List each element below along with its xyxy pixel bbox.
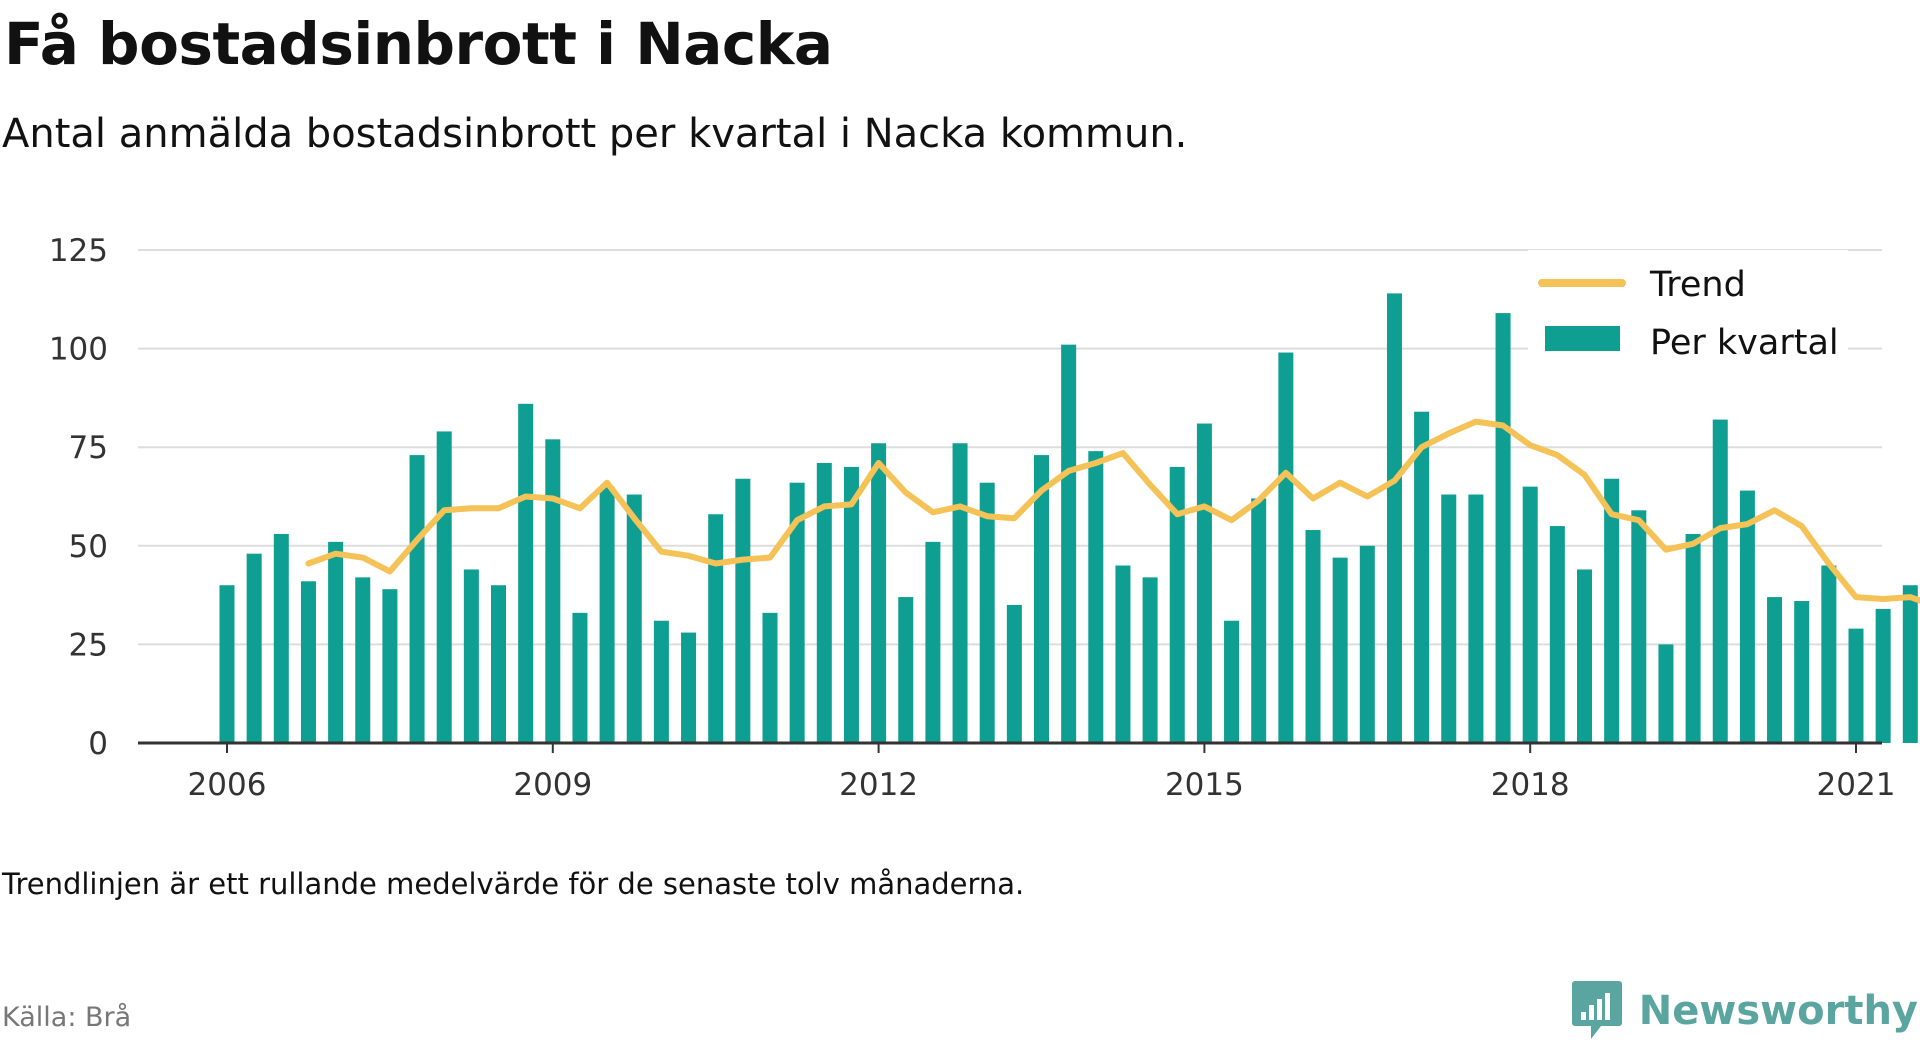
x-tick-label: 2015 bbox=[1165, 767, 1244, 803]
bar bbox=[1143, 577, 1158, 743]
bar bbox=[1794, 601, 1809, 743]
chart-subtitle: Antal anmälda bostadsinbrott per kvartal… bbox=[2, 106, 1187, 162]
bar bbox=[925, 542, 940, 743]
brand-logo: Newsworthy bbox=[1571, 980, 1918, 1042]
bar bbox=[763, 613, 778, 743]
y-tick-label: 125 bbox=[49, 233, 108, 269]
bar bbox=[1468, 495, 1483, 743]
x-tick-label: 2006 bbox=[188, 767, 267, 803]
bar bbox=[301, 581, 316, 743]
x-tick-label: 2009 bbox=[513, 767, 592, 803]
bar bbox=[681, 633, 696, 743]
bar bbox=[1441, 495, 1456, 743]
bar bbox=[437, 431, 452, 743]
chart-title: Få bostadsinbrott i Nacka bbox=[4, 4, 832, 84]
newsworthy-logo-icon bbox=[1571, 979, 1623, 1043]
bar bbox=[1306, 530, 1321, 743]
bar bbox=[1115, 566, 1130, 743]
y-tick-label: 25 bbox=[69, 627, 108, 663]
bar bbox=[1631, 510, 1646, 743]
bar bbox=[518, 404, 533, 743]
bar bbox=[355, 577, 370, 743]
bar bbox=[247, 554, 262, 743]
bar bbox=[1007, 605, 1022, 743]
bar bbox=[1821, 566, 1836, 743]
bar bbox=[1550, 526, 1565, 743]
bar bbox=[410, 455, 425, 743]
bar bbox=[328, 542, 343, 743]
bar bbox=[871, 443, 886, 743]
bar bbox=[1713, 420, 1728, 743]
bar bbox=[491, 585, 506, 743]
bar bbox=[898, 597, 913, 743]
bar bbox=[572, 613, 587, 743]
bar bbox=[1577, 569, 1592, 743]
bar bbox=[1414, 412, 1429, 743]
bar bbox=[1876, 609, 1891, 743]
bar bbox=[1061, 345, 1076, 743]
y-tick-label: 0 bbox=[88, 726, 108, 762]
bar bbox=[1224, 621, 1239, 743]
bar bbox=[1333, 558, 1348, 743]
legend-bar-swatch bbox=[1545, 326, 1620, 351]
x-tick-label: 2018 bbox=[1491, 767, 1570, 803]
bar bbox=[545, 439, 560, 743]
bar bbox=[1088, 451, 1103, 743]
y-tick-label: 50 bbox=[69, 529, 108, 565]
bar bbox=[1197, 424, 1212, 743]
bar bbox=[708, 514, 723, 743]
bar bbox=[1903, 585, 1918, 743]
bar bbox=[844, 467, 859, 743]
bar bbox=[1658, 644, 1673, 743]
bar bbox=[600, 487, 615, 743]
brand-name: Newsworthy bbox=[1639, 988, 1918, 1034]
chart-area: 0255075100125200620092012201520182021202… bbox=[0, 210, 1920, 830]
bar bbox=[1496, 313, 1511, 743]
bar bbox=[274, 534, 289, 743]
source-label: Källa: Brå bbox=[2, 1000, 131, 1036]
legend-trend-label: Trend bbox=[1649, 265, 1746, 305]
bar bbox=[1686, 534, 1701, 743]
bar bbox=[382, 589, 397, 743]
bar bbox=[1740, 491, 1755, 743]
y-tick-label: 100 bbox=[49, 332, 108, 368]
bar bbox=[220, 585, 235, 743]
bar bbox=[654, 621, 669, 743]
legend-bar-label: Per kvartal bbox=[1650, 323, 1839, 363]
bar bbox=[1387, 293, 1402, 743]
bar bbox=[980, 483, 995, 743]
bar bbox=[1251, 498, 1266, 743]
bar bbox=[953, 443, 968, 743]
x-tick-label: 2012 bbox=[839, 767, 918, 803]
bar bbox=[464, 569, 479, 743]
legend: Trend Per kvartal bbox=[1528, 250, 1848, 380]
footnote: Trendlinjen är ett rullande medelvärde f… bbox=[2, 864, 1024, 904]
bar bbox=[1360, 546, 1375, 743]
bar bbox=[627, 495, 642, 743]
bar bbox=[1523, 487, 1538, 743]
bar bbox=[1278, 353, 1293, 743]
bar bbox=[1767, 597, 1782, 743]
bar bbox=[1849, 629, 1864, 743]
y-tick-label: 75 bbox=[69, 430, 108, 466]
bar bbox=[735, 479, 750, 743]
x-tick-label: 2021 bbox=[1817, 767, 1896, 803]
chart-svg: 0255075100125200620092012201520182021202… bbox=[0, 210, 1920, 830]
